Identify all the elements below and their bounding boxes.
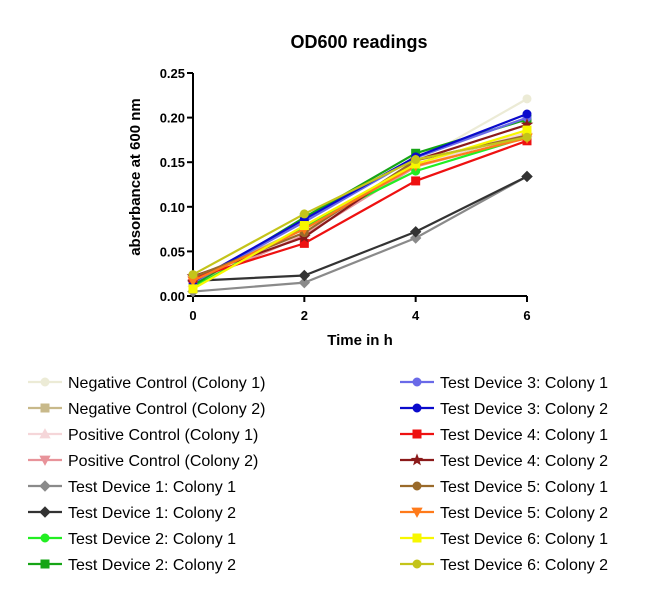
- legend-swatch-marker: [412, 429, 422, 439]
- data-point: [188, 284, 198, 294]
- axes: 0.00 0.05 0.10 0.15 0.20 0.25 0 2 4 6: [160, 66, 531, 323]
- y-tick-label: 0.10: [160, 200, 185, 215]
- series-line: [192, 137, 528, 282]
- data-point: [188, 270, 198, 280]
- legend-item: Test Device 4: Colony 1: [400, 427, 608, 444]
- legend-swatch-marker: [411, 507, 423, 518]
- data-point: [411, 155, 421, 165]
- y-tick-label: 0.20: [160, 111, 185, 126]
- x-tick-label: 6: [523, 308, 530, 323]
- legend-item: Positive Control (Colony 2): [28, 453, 258, 470]
- legend-swatch-marker: [40, 377, 50, 387]
- y-tick-label: 0.00: [160, 289, 185, 304]
- legend-swatch-marker: [412, 533, 422, 543]
- chart-title: OD600 readings: [290, 32, 427, 52]
- legend-item: Negative Control (Colony 2): [28, 401, 265, 418]
- data-point: [299, 221, 309, 231]
- legend-item: Test Device 1: Colony 2: [28, 505, 236, 522]
- legend: Negative Control (Colony 1) Negative Cont…: [28, 375, 608, 574]
- x-tick-label: 4: [412, 308, 420, 323]
- legend-swatch-marker: [412, 481, 422, 491]
- legend-label: Test Device 2: Colony 2: [68, 557, 236, 574]
- data-point: [521, 170, 533, 183]
- series-line: [192, 136, 528, 276]
- legend-label: Test Device 3: Colony 2: [440, 401, 608, 418]
- legend-item: Test Device 6: Colony 2: [400, 557, 608, 574]
- legend-label: Test Device 6: Colony 1: [440, 531, 608, 548]
- legend-item: Test Device 6: Colony 1: [400, 531, 608, 548]
- legend-swatch-marker: [39, 455, 51, 466]
- legend-item: Test Device 3: Colony 2: [400, 401, 608, 418]
- legend-swatch-marker: [39, 506, 51, 518]
- y-axis-title: absorbance at 600 nm: [127, 98, 144, 256]
- data-point: [522, 132, 532, 142]
- legend-label: Test Device 1: Colony 2: [68, 505, 236, 522]
- data-point: [298, 276, 311, 289]
- legend-label: Test Device 4: Colony 2: [440, 453, 608, 470]
- legend-label: Test Device 5: Colony 2: [440, 505, 608, 522]
- series-layer: [186, 94, 534, 298]
- legend-label: Test Device 2: Colony 1: [68, 531, 236, 548]
- data-point: [298, 269, 311, 282]
- series-line: [192, 116, 528, 284]
- legend-item: Test Device 5: Colony 1: [400, 479, 608, 496]
- legend-swatch-marker: [412, 377, 422, 387]
- legend-label: Positive Control (Colony 1): [68, 427, 258, 444]
- data-point: [522, 94, 532, 104]
- legend-swatch-marker: [39, 428, 51, 439]
- legend-swatch-marker: [40, 559, 50, 569]
- legend-swatch-marker: [412, 559, 422, 569]
- x-tick-label: 0: [189, 308, 196, 323]
- legend-label: Test Device 3: Colony 1: [440, 375, 608, 392]
- legend-label: Test Device 6: Colony 2: [440, 557, 608, 574]
- legend-label: Test Device 1: Colony 1: [68, 479, 236, 496]
- series-line: [192, 175, 528, 293]
- legend-item: Test Device 1: Colony 1: [28, 479, 236, 496]
- data-point: [522, 109, 532, 119]
- y-tick-label: 0.25: [160, 66, 185, 81]
- y-tick-label: 0.15: [160, 155, 185, 170]
- legend-label: Test Device 4: Colony 1: [440, 427, 608, 444]
- x-axis-title: Time in h: [327, 332, 393, 349]
- legend-label: Negative Control (Colony 1): [68, 375, 265, 392]
- legend-label: Positive Control (Colony 2): [68, 453, 258, 470]
- y-tick-label: 0.05: [160, 244, 185, 259]
- x-tick-label: 2: [301, 308, 308, 323]
- legend-item: Test Device 4: Colony 2: [400, 453, 608, 470]
- legend-swatch-marker: [39, 480, 51, 492]
- data-point: [409, 226, 422, 238]
- legend-item: Test Device 2: Colony 1: [28, 531, 236, 548]
- series-16: [188, 132, 532, 280]
- legend-item: Positive Control (Colony 1): [28, 427, 258, 444]
- legend-swatch-marker: [40, 403, 50, 413]
- data-point: [411, 176, 421, 186]
- series-line: [192, 129, 528, 290]
- data-point: [299, 209, 309, 219]
- legend-label: Test Device 5: Colony 1: [440, 479, 608, 496]
- data-point: [409, 232, 422, 244]
- legend-swatch-marker: [412, 403, 422, 413]
- legend-item: Test Device 3: Colony 1: [400, 375, 608, 392]
- legend-item: Test Device 2: Colony 2: [28, 557, 236, 574]
- legend-swatch-marker: [410, 453, 424, 466]
- legend-item: Negative Control (Colony 1): [28, 375, 265, 392]
- series-line: [192, 175, 528, 282]
- legend-item: Test Device 5: Colony 2: [400, 505, 608, 522]
- legend-label: Negative Control (Colony 2): [68, 401, 265, 418]
- series-line: [192, 139, 528, 280]
- legend-swatch-marker: [40, 533, 50, 543]
- series-line: [192, 113, 528, 283]
